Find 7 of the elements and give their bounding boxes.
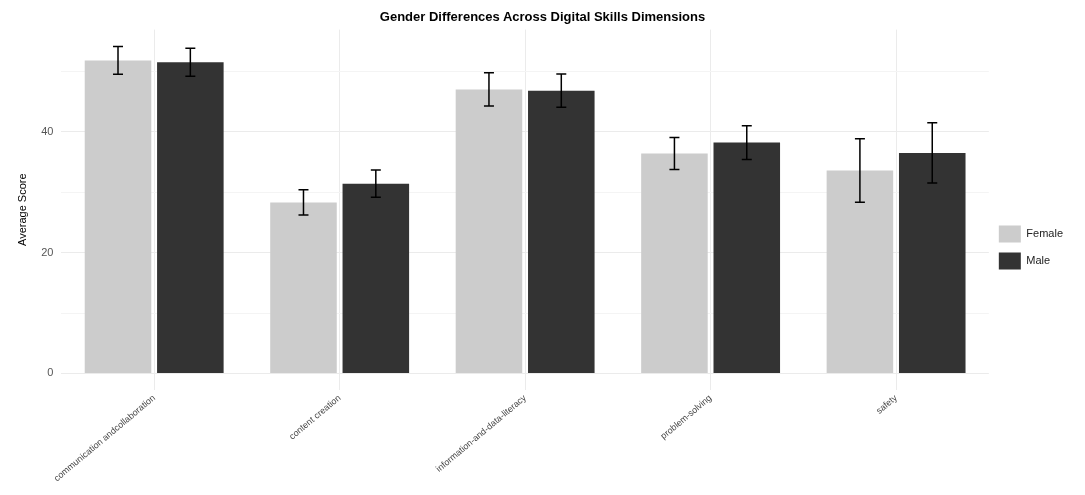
legend-label: Male [1026,254,1051,267]
legend-label: Female [1026,227,1064,240]
y-tick-label: 0 [47,366,54,379]
y-axis-title: Average Score [15,173,28,246]
y-tick-label: 20 [41,245,54,258]
chart-title: Gender Differences Across Digital Skills Dimensions [379,9,706,25]
y-tick-label: 40 [41,124,54,137]
